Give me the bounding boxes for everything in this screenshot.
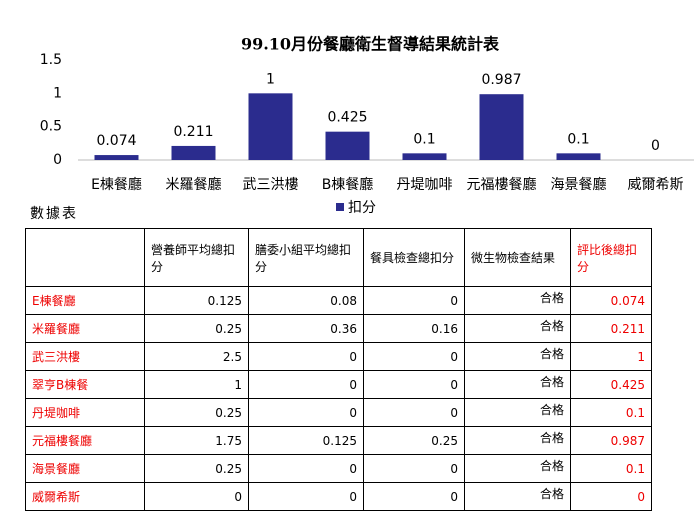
table-cell: 0.25 — [363, 426, 465, 455]
table-cell: 0.211 — [570, 314, 652, 343]
table-cell: 海景餐廳 — [25, 454, 145, 483]
table-cell: 威爾希斯 — [25, 482, 145, 511]
bar — [402, 153, 447, 160]
table-cell: 0.08 — [248, 286, 364, 315]
table-cell: 合格 — [464, 286, 571, 315]
table-cell: 0.425 — [570, 370, 652, 399]
header-row: 營養師平均總扣分 膳委小組平均總扣分 餐具檢查總扣分 微生物檢查結果 評比後總扣分 — [25, 228, 652, 287]
bar — [94, 155, 139, 160]
table-cell: 0 — [248, 370, 364, 399]
table-cell: 0.1 — [570, 454, 652, 483]
table-cell: 0.125 — [248, 426, 364, 455]
table-cell: 合格 — [464, 314, 571, 343]
table-row: 海景餐廳 0.25 0 0 合格 0.1 — [25, 454, 652, 483]
table-row: 翠亨B棟餐 1 0 0 合格 0.425 — [25, 370, 652, 399]
table-cell: 0.25 — [144, 398, 249, 427]
y-tick-label: 0 — [53, 152, 62, 168]
table-cell: 餐具檢查總扣分 — [363, 228, 465, 287]
table-cell: 0.36 — [248, 314, 364, 343]
table-cell: 0.987 — [570, 426, 652, 455]
table-cell: 0.25 — [144, 454, 249, 483]
table-cell: 0 — [363, 482, 465, 511]
x-tick-label: 威爾希斯 — [628, 177, 684, 193]
table-row: 威爾希斯 0 0 0 合格 0 — [25, 482, 652, 511]
table-cell: 合格 — [464, 454, 571, 483]
table-cell: 微生物檢查結果 — [464, 228, 571, 287]
x-tick-label: 武三洪樓 — [243, 177, 299, 193]
table-cell: 合格 — [464, 398, 571, 427]
value-label: 0.425 — [327, 110, 367, 126]
table-cell: 0 — [248, 398, 364, 427]
table-cell: 0.074 — [570, 286, 652, 315]
table-cell: 0.16 — [363, 314, 465, 343]
y-tick-label: 0.5 — [40, 119, 62, 135]
table-cell: E棟餐廳 — [25, 286, 145, 315]
table-cell: 膳委小組平均總扣分 — [248, 228, 364, 287]
table-cell: 0 — [248, 482, 364, 511]
chart-title: 99.10月份餐廳衛生督導結果統計表 — [241, 35, 500, 54]
table-cell: 1.75 — [144, 426, 249, 455]
table-row: 丹堤咖啡 0.25 0 0 合格 0.1 — [25, 398, 652, 427]
table-cell: 0 — [363, 370, 465, 399]
value-label: 0.074 — [96, 133, 136, 149]
table-cell: 1 — [144, 370, 249, 399]
x-tick-label: 元福樓餐廳 — [467, 176, 537, 193]
legend-label: 扣分 — [348, 200, 376, 216]
table-cell: 0 — [363, 454, 465, 483]
table-cell: 翠亨B棟餐 — [25, 370, 145, 399]
table-cell: 合格 — [464, 342, 571, 371]
bar — [479, 94, 524, 160]
table-cell: 2.5 — [144, 342, 249, 371]
x-tick-label: 米羅餐廳 — [166, 176, 222, 193]
table-row: 元福樓餐廳 1.75 0.125 0.25 合格 0.987 — [25, 426, 652, 455]
table-cell: 1 — [570, 342, 652, 371]
table-row: 米羅餐廳 0.25 0.36 0.16 合格 0.211 — [25, 314, 652, 343]
y-tick-label: 1 — [53, 85, 62, 101]
table-cell: 0 — [570, 482, 652, 511]
table-cell: 合格 — [464, 482, 571, 511]
table-cell: 營養師平均總扣分 — [144, 228, 249, 287]
value-label: 0 — [651, 138, 660, 154]
table-cell: 0.25 — [144, 314, 249, 343]
table-cell: 武三洪樓 — [25, 342, 145, 371]
table-cell: 合格 — [464, 426, 571, 455]
value-label: 0.1 — [413, 131, 435, 147]
bar — [248, 93, 293, 160]
table-cell: 元福樓餐廳 — [25, 426, 145, 455]
table-cell: 0 — [363, 286, 465, 315]
value-label: 0.1 — [567, 131, 589, 147]
table-cell: 0 — [144, 482, 249, 511]
table-cell: 合格 — [464, 370, 571, 399]
y-tick-label: 1.5 — [40, 52, 62, 68]
table-cell: 0.1 — [570, 398, 652, 427]
table-cell: 評比後總扣分 — [570, 228, 652, 287]
table-cell: 丹堤咖啡 — [25, 398, 145, 427]
bar — [171, 145, 216, 160]
data-table: 營養師平均總扣分 膳委小組平均總扣分 餐具檢查總扣分 微生物檢查結果 評比後總扣分 E棟餐… — [25, 228, 652, 511]
legend-swatch — [336, 203, 344, 211]
x-tick-label: E棟餐廳 — [91, 176, 142, 193]
table-cell: 0 — [248, 342, 364, 371]
bar — [325, 131, 370, 160]
table-cell: 0 — [248, 454, 364, 483]
table-cell: 0.125 — [144, 286, 249, 315]
table-cell — [25, 228, 145, 287]
table-row: 武三洪樓 2.5 0 0 合格 1 — [25, 342, 652, 371]
table-cell: 0 — [363, 342, 465, 371]
table-row: E棟餐廳 0.125 0.08 0 合格 0.074 — [25, 286, 652, 315]
table-cell: 0 — [363, 398, 465, 427]
value-label: 0.987 — [481, 72, 521, 88]
value-label: 0.211 — [173, 124, 213, 140]
table-cell: 米羅餐廳 — [25, 314, 145, 343]
x-tick-label: 丹堤咖啡 — [397, 177, 453, 193]
table-caption: 數據表 — [30, 206, 78, 222]
chart: 99.10月份餐廳衛生督導結果統計表 0 0.5 1 1.5 E棟餐廳 米羅餐廳 武三洪樓 B… — [40, 35, 694, 216]
bar — [556, 153, 601, 160]
x-tick-label: B棟餐廳 — [322, 176, 374, 193]
value-label: 1 — [266, 71, 275, 87]
x-tick-label: 海景餐廳 — [551, 176, 607, 193]
